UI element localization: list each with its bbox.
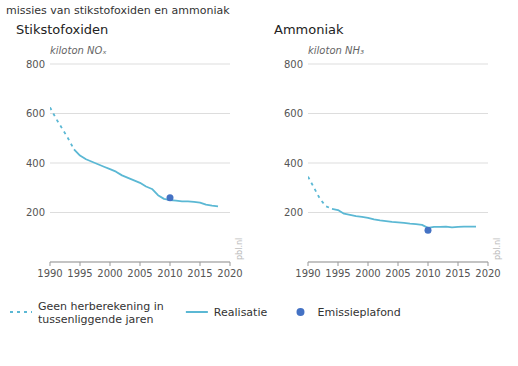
- point: [425, 227, 432, 234]
- line: [74, 149, 218, 206]
- y-label: kiloton NOₓ: [50, 45, 107, 56]
- figure-title: missies van stikstofoxiden en ammoniak: [6, 4, 230, 17]
- x-tick: [488, 262, 489, 266]
- y-tick-label: 600: [284, 108, 303, 119]
- y-tick-label: 600: [26, 108, 45, 119]
- legend-label-line: Geen herberekening in: [38, 300, 164, 313]
- y-tick-label: 800: [284, 59, 303, 70]
- x-tick-label: 2000: [355, 268, 380, 279]
- x-tick: [338, 262, 339, 266]
- x-tick-label: 2005: [385, 268, 410, 279]
- chart: missies van stikstofoxiden en ammoniak St…: [0, 0, 518, 366]
- x-tick-label: 1990: [37, 268, 62, 279]
- legend-marker: [296, 308, 304, 316]
- grid-line: [50, 212, 230, 213]
- x-tick: [230, 262, 231, 266]
- y-tick-label: 400: [284, 158, 303, 169]
- x-tick: [200, 262, 201, 266]
- grid-line: [308, 113, 488, 114]
- x-tick-label: 2020: [475, 268, 500, 279]
- legend-label: Emissieplafond: [317, 306, 400, 319]
- legend-line: [10, 311, 32, 313]
- x-tick-label: 2020: [217, 268, 242, 279]
- data-group: [308, 177, 476, 234]
- grid-line: [50, 113, 230, 114]
- grid-line: [50, 163, 230, 164]
- watermark: pbl.nl: [235, 238, 244, 260]
- line: [50, 107, 74, 149]
- y-tick-label: 200: [284, 207, 303, 218]
- panel: Stikstofoxiden kiloton NOₓ 200 400 600 800 199…: [16, 22, 244, 279]
- x-tick-label: 1995: [325, 268, 350, 279]
- panel: Ammoniak kiloton NH₃ 200 400 600 800 1990 1995 2…: [274, 22, 502, 279]
- grid-line: [308, 64, 488, 65]
- watermark: pbl.nl: [493, 238, 502, 260]
- legend-label-line: Emissieplafond: [317, 306, 400, 319]
- y-tick-label: 800: [26, 59, 45, 70]
- x-tick-label: 1990: [295, 268, 320, 279]
- y-tick-label: 200: [26, 207, 45, 218]
- legend-line: [186, 311, 208, 313]
- line: [332, 209, 476, 228]
- x-tick: [170, 262, 171, 266]
- legend: Geen herberekening intussenliggende jare…: [10, 300, 401, 326]
- grid-line: [308, 212, 488, 213]
- x-tick: [110, 262, 111, 266]
- x-tick-label: 2015: [445, 268, 470, 279]
- x-tick-label: 2005: [127, 268, 152, 279]
- x-tick-label: 2010: [415, 268, 440, 279]
- x-tick: [368, 262, 369, 266]
- panel-title: Stikstofoxiden: [16, 22, 108, 37]
- x-tick: [308, 262, 309, 266]
- point: [167, 194, 174, 201]
- legend-label-line: tussenliggende jaren: [38, 313, 153, 326]
- line: [308, 177, 332, 209]
- data-group: [50, 107, 218, 206]
- grid-line: [50, 64, 230, 65]
- panel-title: Ammoniak: [274, 22, 344, 37]
- x-tick: [50, 262, 51, 266]
- x-tick: [428, 262, 429, 266]
- x-tick: [140, 262, 141, 266]
- x-tick-label: 2010: [157, 268, 182, 279]
- x-tick: [458, 262, 459, 266]
- legend-label-line: Realisatie: [214, 306, 268, 319]
- x-tick-label: 1995: [67, 268, 92, 279]
- y-label: kiloton NH₃: [308, 45, 364, 56]
- legend-label: Geen herberekening intussenliggende jare…: [38, 300, 164, 326]
- y-tick-label: 400: [26, 158, 45, 169]
- x-tick-label: 2000: [97, 268, 122, 279]
- x-tick: [398, 262, 399, 266]
- grid-line: [308, 163, 488, 164]
- legend-label: Realisatie: [214, 306, 268, 319]
- x-tick: [80, 262, 81, 266]
- x-tick-label: 2015: [187, 268, 212, 279]
